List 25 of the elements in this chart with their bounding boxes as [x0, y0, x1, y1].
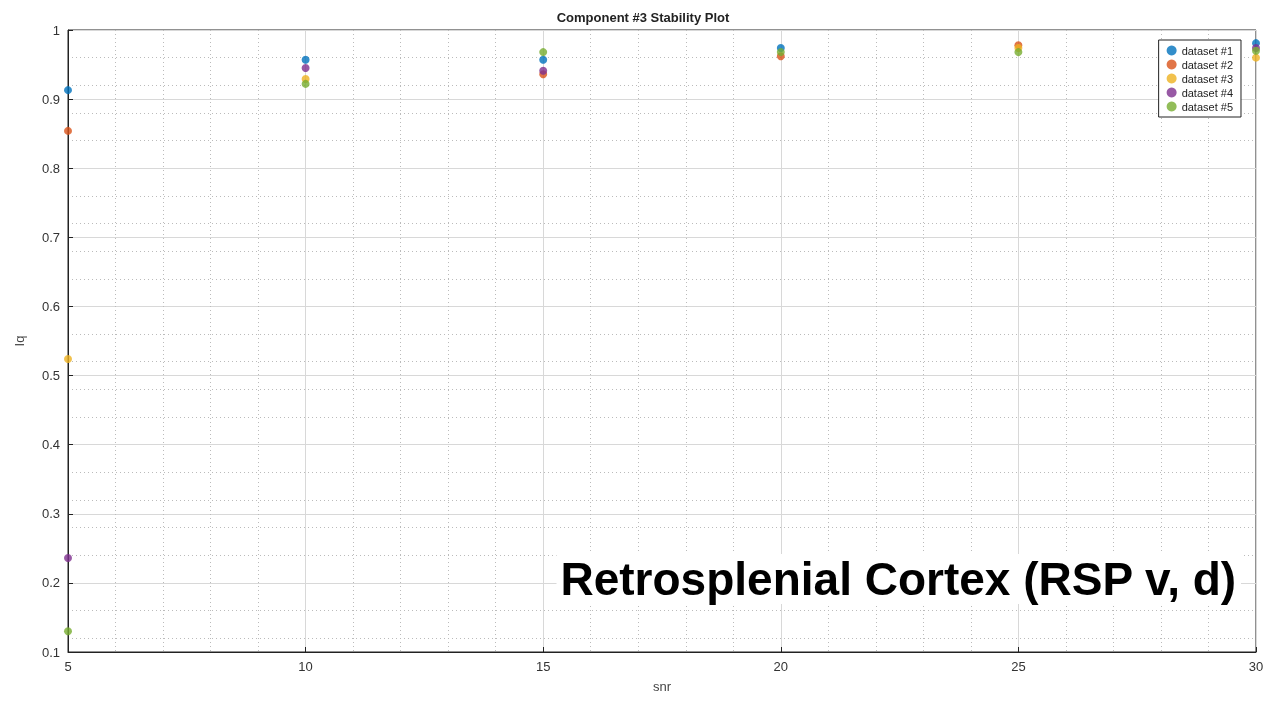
- legend-label: dataset #4: [1181, 86, 1233, 99]
- y-tick-label: 0.4: [41, 437, 60, 453]
- y-tick-label: 0.1: [41, 644, 60, 660]
- legend-label: dataset #5: [1181, 100, 1233, 113]
- y-tick-label: 0.5: [41, 368, 60, 384]
- y-tick-label: 0.3: [41, 506, 60, 522]
- legend-label: dataset #3: [1181, 72, 1233, 85]
- x-tick-label: 5: [64, 659, 72, 674]
- legend-label: dataset #2: [1181, 58, 1233, 71]
- x-tick-label: 25: [1011, 659, 1026, 674]
- x-axis-title: snr: [652, 679, 672, 694]
- y-tick-label: 0.8: [41, 160, 60, 176]
- annotation: Retrosplenial Cortex (RSP v, d): [560, 553, 1237, 605]
- legend-label: dataset #1: [1181, 44, 1233, 57]
- y-tick-label: 0.9: [41, 91, 60, 107]
- y-tick-label: 0.2: [41, 575, 60, 591]
- y-tick-label: 0.7: [41, 229, 60, 245]
- x-tick-label: 30: [1248, 659, 1264, 674]
- y-tick-label: 1: [52, 22, 60, 38]
- x-tick-label: 15: [535, 659, 551, 674]
- chart-title: Component #3 Stability Plot: [556, 10, 730, 25]
- x-tick-label: 10: [298, 659, 313, 674]
- y-axis-title: Iq: [12, 335, 27, 347]
- x-tick-label: 20: [773, 659, 789, 674]
- y-tick-label: 0.6: [41, 298, 60, 314]
